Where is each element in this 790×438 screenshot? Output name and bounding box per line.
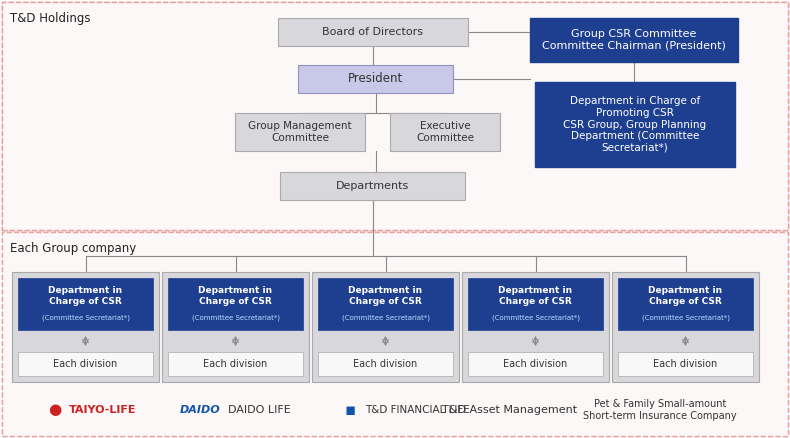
Text: Board of Directors: Board of Directors [322, 27, 423, 37]
Text: (Committee Secretariat*): (Committee Secretariat*) [641, 315, 729, 321]
Text: Group CSR Committee
Committee Chairman (President): Group CSR Committee Committee Chairman (… [542, 29, 726, 51]
Text: Department in
Charge of CSR: Department in Charge of CSR [348, 286, 423, 306]
Text: Each Group company: Each Group company [10, 242, 136, 255]
Bar [530, 18, 738, 62]
Text: DAIDO LIFE: DAIDO LIFE [228, 405, 291, 415]
Text: Group Management
Committee: Group Management Committee [248, 121, 352, 143]
Text: Each division: Each division [503, 359, 568, 369]
Bar [168, 278, 303, 330]
Bar [318, 278, 453, 330]
Bar [278, 18, 468, 46]
Text: Each division: Each division [653, 359, 717, 369]
FancyBboxPatch shape [2, 2, 788, 230]
Text: TAIYO-LIFE: TAIYO-LIFE [69, 405, 137, 415]
Bar [618, 352, 753, 376]
FancyBboxPatch shape [2, 232, 788, 436]
Text: T&D FINANCIAL LIFE: T&D FINANCIAL LIFE [365, 405, 470, 415]
Bar [235, 113, 365, 151]
Text: Pet & Family Small-amount
Short-term Insurance Company: Pet & Family Small-amount Short-term Ins… [583, 399, 737, 421]
Text: Each division: Each division [353, 359, 418, 369]
Text: (Committee Secretariat*): (Committee Secretariat*) [341, 315, 430, 321]
Text: President: President [348, 73, 403, 85]
Text: Each division: Each division [54, 359, 118, 369]
Bar [535, 82, 735, 167]
Bar [468, 352, 603, 376]
Bar [168, 352, 303, 376]
Bar [18, 278, 153, 330]
Bar [462, 272, 609, 382]
Bar [612, 272, 759, 382]
Text: DAIDO: DAIDO [179, 405, 220, 415]
Bar [318, 352, 453, 376]
Text: Department in
Charge of CSR: Department in Charge of CSR [498, 286, 573, 306]
Text: T&D Asset Management: T&D Asset Management [442, 405, 577, 415]
Bar [162, 272, 309, 382]
Bar [390, 113, 500, 151]
Text: ●: ● [48, 403, 62, 417]
Text: Department in Charge of
Promoting CSR
CSR Group, Group Planning
Department (Comm: Department in Charge of Promoting CSR CS… [563, 96, 706, 153]
Bar [12, 272, 159, 382]
Text: Each division: Each division [203, 359, 268, 369]
Text: (Committee Secretariat*): (Committee Secretariat*) [42, 315, 130, 321]
Bar [2, 232, 788, 436]
Text: Department in
Charge of CSR: Department in Charge of CSR [649, 286, 723, 306]
Bar [298, 65, 453, 93]
Text: Departments: Departments [336, 181, 409, 191]
Bar [18, 352, 153, 376]
Bar [2, 2, 788, 230]
Text: (Committee Secretariat*): (Committee Secretariat*) [491, 315, 580, 321]
Bar [2, 2, 788, 230]
Bar [312, 272, 459, 382]
Bar [618, 278, 753, 330]
Text: Department in
Charge of CSR: Department in Charge of CSR [48, 286, 122, 306]
Text: T&D Holdings: T&D Holdings [10, 12, 91, 25]
Text: Executive
Committee: Executive Committee [416, 121, 474, 143]
Text: Department in
Charge of CSR: Department in Charge of CSR [198, 286, 273, 306]
Bar [468, 278, 603, 330]
Text: (Committee Secretariat*): (Committee Secretariat*) [191, 315, 280, 321]
Text: ▪: ▪ [344, 401, 356, 419]
Bar [280, 172, 465, 200]
